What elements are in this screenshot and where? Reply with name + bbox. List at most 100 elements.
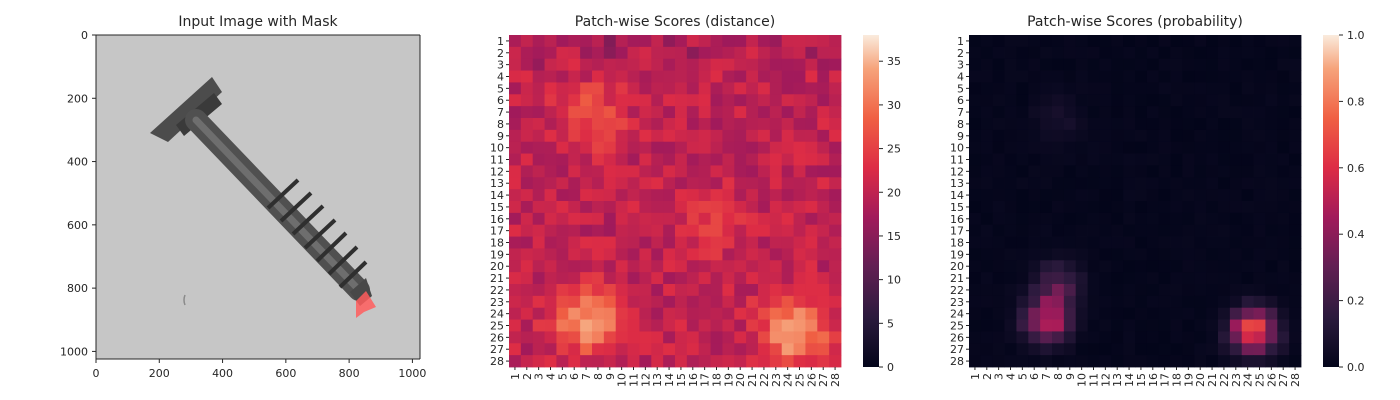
heatmap-cell bbox=[639, 331, 652, 344]
heatmap-cell bbox=[1229, 284, 1243, 297]
heatmap-col-label: 23 bbox=[770, 373, 783, 387]
heatmap-cell bbox=[663, 58, 676, 71]
heatmap-cell bbox=[1016, 46, 1029, 60]
heatmap-cell bbox=[1111, 165, 1124, 178]
heatmap-cell bbox=[1135, 94, 1148, 107]
heatmap-cell bbox=[639, 272, 652, 285]
heatmap-cell bbox=[746, 319, 759, 332]
heatmap-cell bbox=[698, 106, 711, 119]
heatmap-cell bbox=[769, 260, 783, 273]
heatmap-cell bbox=[1123, 307, 1136, 320]
heatmap-cell bbox=[544, 248, 557, 261]
heatmap-cell bbox=[1040, 35, 1053, 48]
heatmap-cell bbox=[758, 355, 771, 368]
heatmap-cell bbox=[829, 58, 842, 71]
heatmap-row-label: 18 bbox=[490, 237, 504, 250]
heatmap-cell bbox=[627, 70, 640, 83]
heatmap-cell bbox=[603, 141, 617, 154]
heatmap-cell bbox=[1040, 260, 1053, 273]
heatmap-cell bbox=[980, 129, 994, 143]
heatmap-cell bbox=[758, 189, 771, 202]
heatmap-cell bbox=[769, 319, 783, 332]
heatmap-cell bbox=[1194, 236, 1207, 249]
heatmap-cell bbox=[1016, 201, 1029, 214]
heatmap-cell bbox=[805, 177, 818, 190]
heatmap-cell bbox=[544, 165, 557, 178]
heatmap-cell bbox=[992, 212, 1005, 226]
heatmap-cell bbox=[663, 129, 676, 143]
heatmap-cell bbox=[1016, 106, 1029, 119]
heatmap-cell bbox=[722, 70, 735, 83]
heatmap-cell bbox=[781, 189, 794, 202]
heatmap-cell bbox=[1170, 248, 1183, 261]
heatmap-cell bbox=[639, 153, 652, 166]
heatmap-cell bbox=[1052, 272, 1065, 285]
heatmap-cell bbox=[722, 295, 735, 309]
heatmap-cell bbox=[1241, 224, 1254, 237]
heatmap-cell bbox=[969, 343, 982, 356]
heatmap-cell bbox=[805, 343, 818, 356]
heatmap-row-label: 10 bbox=[490, 142, 504, 155]
heatmap-cell bbox=[1063, 189, 1077, 202]
heatmap-cell bbox=[544, 82, 557, 95]
heatmap-cell bbox=[817, 201, 830, 214]
heatmap-cell bbox=[603, 58, 617, 71]
heatmap-cell bbox=[829, 224, 842, 237]
heatmap-cell bbox=[675, 236, 688, 249]
heatmap-cell bbox=[746, 118, 759, 131]
heatmap-cell bbox=[992, 141, 1005, 154]
heatmap-cell bbox=[627, 141, 640, 154]
heatmap-cell bbox=[663, 319, 676, 332]
heatmap-cell bbox=[1004, 46, 1017, 60]
heatmap-cell bbox=[1218, 82, 1231, 95]
heatmap-cell bbox=[1289, 165, 1302, 178]
heatmap-cell bbox=[1146, 35, 1160, 48]
heatmap-cell bbox=[1135, 295, 1148, 309]
heatmap-cell bbox=[793, 70, 806, 83]
heatmap-cell bbox=[1265, 331, 1278, 344]
heatmap-cell bbox=[580, 189, 593, 202]
screw-shape bbox=[150, 77, 372, 306]
heatmap-cell bbox=[1063, 272, 1077, 285]
heatmap-cell bbox=[1111, 224, 1124, 237]
heatmap-cell bbox=[603, 46, 617, 60]
heatmap-cell bbox=[1194, 307, 1207, 320]
heatmap-cell bbox=[1218, 165, 1231, 178]
heatmap-cell bbox=[1028, 106, 1041, 119]
heatmap-row-label: 13 bbox=[490, 177, 504, 190]
heatmap-cell bbox=[817, 319, 830, 332]
heatmap-cell bbox=[580, 343, 593, 356]
heatmap-cell bbox=[817, 70, 830, 83]
heatmap-col-label: 25 bbox=[1254, 373, 1267, 387]
heatmap-cell bbox=[1253, 236, 1266, 249]
heatmap-cell bbox=[686, 165, 700, 178]
heatmap-cell bbox=[1146, 70, 1160, 83]
heatmap-cell bbox=[1063, 177, 1077, 190]
heatmap-cell bbox=[1135, 46, 1148, 60]
distance-heatmap-cells bbox=[509, 35, 842, 368]
heatmap-cell bbox=[568, 331, 581, 344]
heatmap-col-label: 20 bbox=[1194, 373, 1207, 387]
heatmap-cell bbox=[1182, 129, 1195, 143]
heatmap-cell bbox=[1182, 307, 1195, 320]
heatmap-cell bbox=[710, 201, 723, 214]
heatmap-cell bbox=[1158, 58, 1171, 71]
heatmap-cell bbox=[805, 35, 818, 48]
heatmap-cell bbox=[1253, 284, 1266, 297]
heatmap-cell bbox=[746, 248, 759, 261]
heatmap-cell bbox=[1253, 46, 1266, 60]
heatmap-cell bbox=[686, 70, 700, 83]
heatmap-cell bbox=[1182, 141, 1195, 154]
heatmap-cell bbox=[592, 70, 605, 83]
heatmap-cell bbox=[520, 295, 534, 309]
heatmap-cell bbox=[1265, 70, 1278, 83]
heatmap-cell bbox=[1111, 272, 1124, 285]
heatmap-cell bbox=[1028, 224, 1041, 237]
heatmap-cell bbox=[556, 46, 569, 60]
heatmap-cell bbox=[603, 272, 617, 285]
heatmap-cell bbox=[992, 307, 1005, 320]
colorbar-tick-label: 30 bbox=[887, 99, 901, 112]
heatmap-cell bbox=[722, 153, 735, 166]
heatmap-row-label: 7 bbox=[957, 106, 964, 119]
